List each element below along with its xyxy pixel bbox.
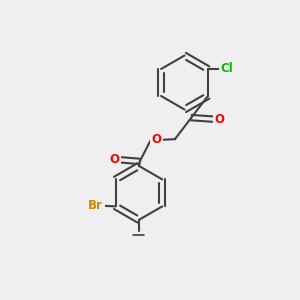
- Text: Cl: Cl: [220, 62, 233, 76]
- Text: O: O: [151, 133, 161, 146]
- Text: O: O: [110, 153, 120, 167]
- Text: O: O: [214, 112, 224, 126]
- Text: Br: Br: [88, 199, 103, 212]
